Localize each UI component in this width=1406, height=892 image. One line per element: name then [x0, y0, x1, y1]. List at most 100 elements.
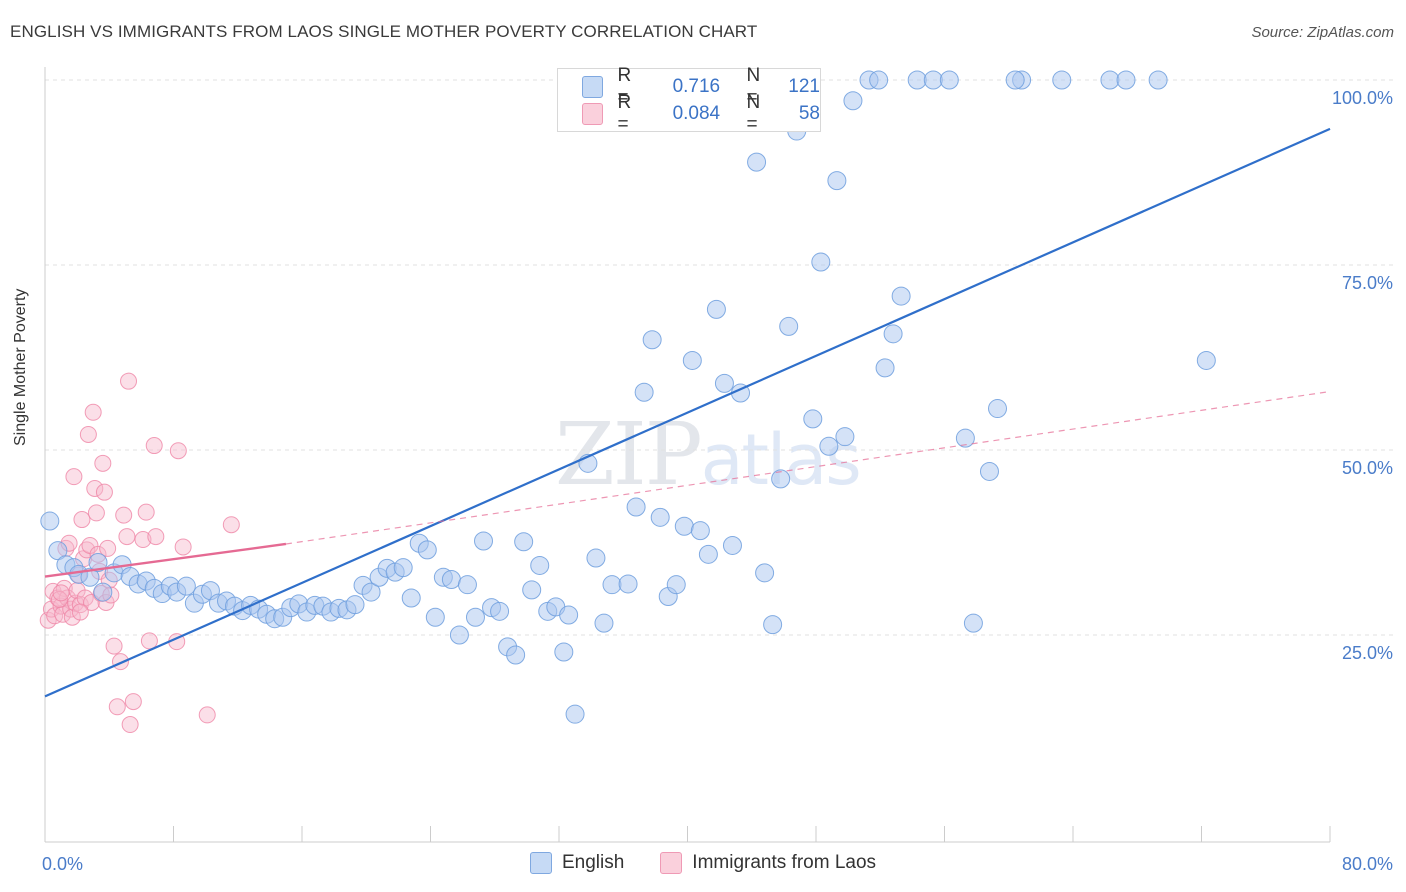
laos-point — [120, 372, 138, 390]
english-n-key: N = — [746, 65, 761, 108]
chart-title: ENGLISH VS IMMIGRANTS FROM LAOS SINGLE M… — [10, 22, 758, 41]
english-point — [1100, 70, 1120, 90]
y-tick-label: 100.0% — [1332, 88, 1393, 108]
english-point — [530, 555, 550, 575]
english-point — [634, 382, 654, 402]
legend-item-english: English — [529, 852, 625, 874]
laos-point — [145, 437, 163, 455]
english-point — [457, 575, 477, 595]
english-point — [474, 531, 494, 551]
laos-point — [99, 539, 117, 557]
laos-r-key: R = — [617, 92, 632, 135]
laos-point — [108, 698, 126, 716]
english-point — [40, 511, 60, 531]
watermark-zip: ZIP — [555, 405, 703, 505]
english-point — [1116, 70, 1136, 90]
laos-legend-label: Immigrants from Laos — [692, 852, 877, 873]
laos-point — [115, 506, 133, 524]
english-point — [714, 373, 734, 393]
laos-point — [73, 511, 91, 529]
laos-point — [124, 693, 142, 711]
laos-point — [50, 590, 68, 608]
english-point — [827, 171, 847, 191]
laos-legend-swatch — [660, 852, 683, 874]
laos-point — [65, 468, 83, 486]
laos-point — [137, 503, 155, 521]
laos-r-value: 0.084 — [672, 103, 721, 124]
x-tick-label: 0.0% — [42, 854, 83, 874]
laos-point — [140, 632, 158, 650]
english-point — [361, 582, 381, 602]
english-point — [988, 399, 1008, 419]
english-point — [666, 575, 686, 595]
english-point — [393, 558, 413, 578]
english-point — [441, 570, 461, 589]
english-point — [883, 324, 903, 344]
source-label: Source: ZipAtlas.com — [1251, 24, 1394, 41]
trend-lines — [44, 127, 1331, 698]
laos-point — [121, 716, 139, 734]
laos-point — [95, 483, 113, 501]
laos-point — [71, 603, 89, 621]
laos-point — [147, 528, 165, 546]
english-point — [176, 576, 196, 596]
english-point — [565, 704, 585, 724]
english-point — [559, 605, 579, 625]
english-point — [490, 601, 510, 621]
english-point — [875, 358, 895, 378]
english-point — [939, 70, 959, 90]
tick-labels: 25.0% 50.0% 75.0% 100.0% 0.0% 80.0% — [42, 88, 1393, 874]
english-point — [835, 427, 855, 447]
english-point — [722, 535, 742, 555]
english-point — [674, 516, 694, 536]
english-point — [586, 548, 606, 568]
y-tick-label: 75.0% — [1342, 273, 1393, 293]
english-point — [88, 552, 108, 572]
y-axis-label: Single Mother Poverty — [12, 288, 29, 446]
english-point — [345, 595, 365, 615]
english-point — [923, 70, 943, 90]
english-point — [891, 286, 911, 306]
english-point — [843, 91, 863, 111]
laos-point — [105, 637, 123, 655]
laos-n-key: N = — [746, 92, 761, 135]
english-point — [771, 469, 791, 489]
laos-point — [83, 593, 101, 611]
english-point — [1005, 70, 1025, 90]
laos-point — [198, 706, 216, 724]
laos-n-value: 58 — [798, 103, 820, 124]
series-legend: English Immigrants from Laos — [0, 852, 1406, 874]
laos-point — [222, 516, 240, 534]
laos-point — [94, 454, 112, 472]
laos-point — [174, 538, 192, 556]
english-point — [602, 575, 622, 595]
english-point — [682, 350, 702, 370]
laos-point — [118, 528, 136, 546]
laos-point — [54, 605, 72, 623]
english-point — [642, 330, 662, 350]
laos-point — [84, 403, 102, 421]
y-tick-label: 50.0% — [1342, 458, 1393, 478]
x-tick-label: 80.0% — [1342, 854, 1393, 874]
watermark: ZIPatlas — [555, 405, 862, 505]
laos-trend-solid — [44, 542, 287, 578]
english-point — [803, 409, 823, 429]
english-point — [811, 252, 831, 272]
english-point — [93, 582, 113, 602]
legend-row-english: R = 0.716 N = 121 — [582, 65, 820, 108]
english-point — [763, 615, 783, 635]
english-point — [618, 574, 638, 594]
english-point — [506, 645, 526, 665]
stats-legend: R = 0.716 N = 121 R = 0.084 N = 58 — [557, 65, 821, 135]
english-point — [514, 532, 534, 552]
english-legend-label: English — [561, 852, 625, 873]
english-point — [779, 316, 799, 336]
laos-point — [87, 504, 105, 522]
english-n-value: 121 — [788, 76, 820, 97]
english-point — [963, 613, 983, 633]
y-tick-label: 25.0% — [1342, 643, 1393, 663]
english-point — [626, 497, 646, 517]
english-point — [650, 507, 670, 527]
english-trend-line — [44, 127, 1331, 698]
laos-point — [63, 608, 81, 626]
